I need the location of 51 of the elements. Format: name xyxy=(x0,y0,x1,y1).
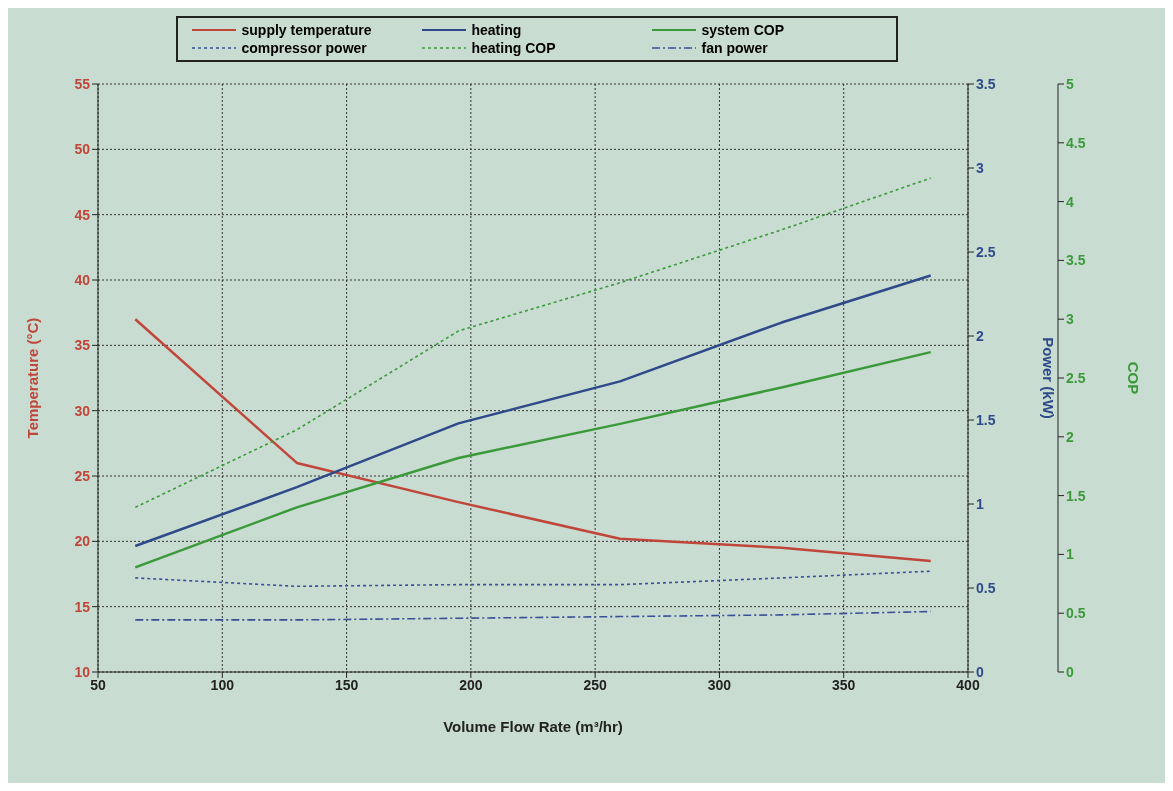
y3-tick-label: 3 xyxy=(1066,311,1074,328)
y2-tick-label: 1 xyxy=(976,495,984,512)
y2-tick-label: 2 xyxy=(976,327,984,344)
y2-axis-title: Power (kW) xyxy=(1039,337,1057,419)
x-tick-label: 250 xyxy=(583,676,608,693)
y3-tick-label: 1.5 xyxy=(1066,487,1086,504)
y2-tick-label: 3 xyxy=(976,159,984,176)
x-tick-label: 150 xyxy=(334,676,359,693)
y-axis-title: Temperature (°C) xyxy=(24,317,42,439)
y2-tick-label: 0.5 xyxy=(976,579,996,596)
y2-tick-label: 3.5 xyxy=(976,75,996,92)
y3-tick-label: 4 xyxy=(1066,193,1074,210)
y-tick-label: 40 xyxy=(74,271,91,288)
y-tick-label: 50 xyxy=(74,141,91,158)
line-series xyxy=(134,317,932,563)
x-tick-label: 200 xyxy=(459,676,483,693)
line-series xyxy=(134,610,932,621)
y3-tick-label: 1 xyxy=(1066,546,1074,563)
legend-label: fan power xyxy=(701,40,768,56)
line-series xyxy=(134,274,932,548)
y2-tick-label: 2.5 xyxy=(976,243,996,260)
line-series xyxy=(134,177,932,509)
y-tick-label: 10 xyxy=(74,663,91,680)
legend-label: supply temperature xyxy=(241,22,372,38)
y3-axis-title: COP xyxy=(1124,361,1142,395)
x-tick-label: 350 xyxy=(832,676,856,693)
line-series xyxy=(134,350,932,569)
y-tick-label: 15 xyxy=(74,598,91,615)
y3-tick-label: 0 xyxy=(1066,663,1074,680)
y2-tick-label: 1.5 xyxy=(976,411,996,428)
legend-label: heating xyxy=(471,22,522,38)
x-tick-label: 300 xyxy=(707,676,732,693)
legend-label: heating COP xyxy=(471,40,556,56)
y-tick-label: 20 xyxy=(74,533,91,550)
line-series xyxy=(134,570,932,588)
y3-tick-label: 0.5 xyxy=(1066,605,1086,622)
y-tick-label: 25 xyxy=(74,467,91,484)
y3-tick-label: 5 xyxy=(1066,75,1074,92)
legend-label: system COP xyxy=(701,22,784,38)
x-axis-title: Volume Flow Rate (m³/hr) xyxy=(443,718,623,735)
y-tick-label: 30 xyxy=(74,402,91,419)
x-tick-label: 50 xyxy=(90,676,106,693)
y3-tick-label: 3.5 xyxy=(1066,252,1086,269)
y-tick-label: 35 xyxy=(74,337,91,354)
y-tick-label: 45 xyxy=(74,206,91,223)
y3-tick-label: 4.5 xyxy=(1066,134,1086,151)
y3-tick-label: 2.5 xyxy=(1066,369,1086,386)
y-tick-label: 55 xyxy=(74,75,91,92)
y3-tick-label: 2 xyxy=(1066,428,1074,445)
x-tick-label: 100 xyxy=(210,676,235,693)
legend-label: compressor power xyxy=(241,40,367,56)
